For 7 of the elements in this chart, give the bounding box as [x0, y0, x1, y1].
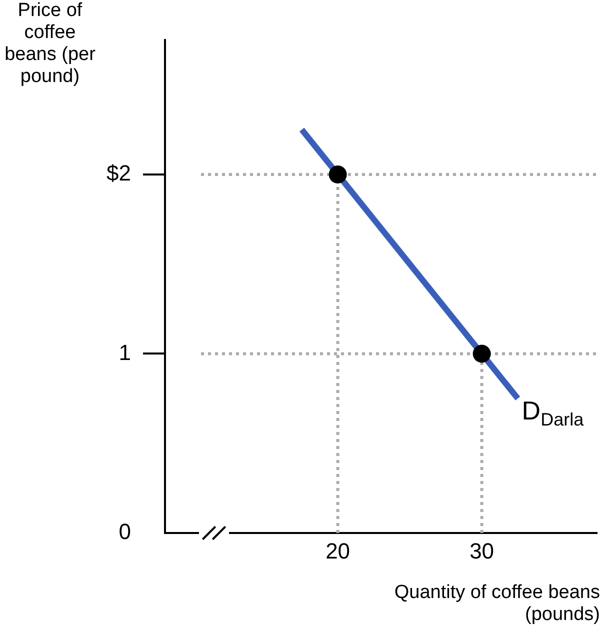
x-axis-title: Quantity of coffee beans (pounds): [393, 582, 600, 626]
y-axis-title: Price of coffee beans (per pound): [4, 0, 96, 88]
x-tick-label: 20: [326, 538, 350, 564]
y-tick-label: 1: [118, 340, 131, 365]
y-tick-label: 0: [118, 519, 131, 544]
y-tick-label: $2: [106, 160, 131, 186]
x-tick-label: 30: [470, 538, 494, 564]
